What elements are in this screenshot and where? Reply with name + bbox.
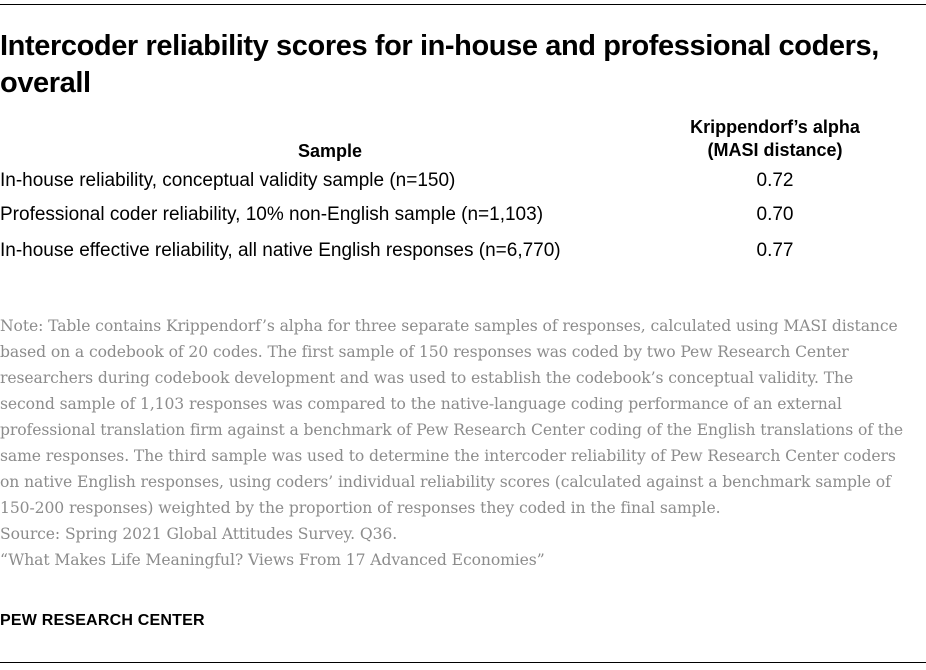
table-row: Professional coder reliability, 10% non-… [0,204,926,226]
column-header-alpha: Krippendorf’s alpha (MASI distance) [640,116,910,162]
bottom-rule [0,662,926,663]
row-label: In-house effective reliability, all nati… [0,240,561,261]
table-row: In-house reliability, conceptual validit… [0,170,926,192]
table-header: Sample Krippendorf’s alpha (MASI distanc… [0,116,926,164]
pew-logo-text: PEW RESEARCH CENTER [0,612,205,629]
row-value: 0.72 [756,170,794,191]
note-text: Note: Table contains Krippendorf’s alpha… [0,317,904,517]
notes-block: Note: Table contains Krippendorf’s alpha… [0,313,910,573]
report-title: “What Makes Life Meaningful? Views From … [0,551,545,569]
row-label: Professional coder reliability, 10% non-… [0,204,544,225]
column-header-sample: Sample [297,141,363,161]
row-value: 0.77 [756,240,794,261]
row-value: 0.70 [756,204,794,225]
table-row: In-house effective reliability, all nati… [0,240,926,262]
column-header-alpha-line2: (MASI distance) [707,140,843,160]
row-label: In-house reliability, conceptual validit… [0,170,456,191]
reliability-table: Sample Krippendorf’s alpha (MASI distanc… [0,116,926,262]
top-rule [0,4,926,5]
source-text: Source: Spring 2021 Global Attitudes Sur… [0,525,398,543]
column-header-alpha-line1: Krippendorf’s alpha [690,117,860,137]
chart-title: Intercoder reliability scores for in-hou… [0,30,879,99]
